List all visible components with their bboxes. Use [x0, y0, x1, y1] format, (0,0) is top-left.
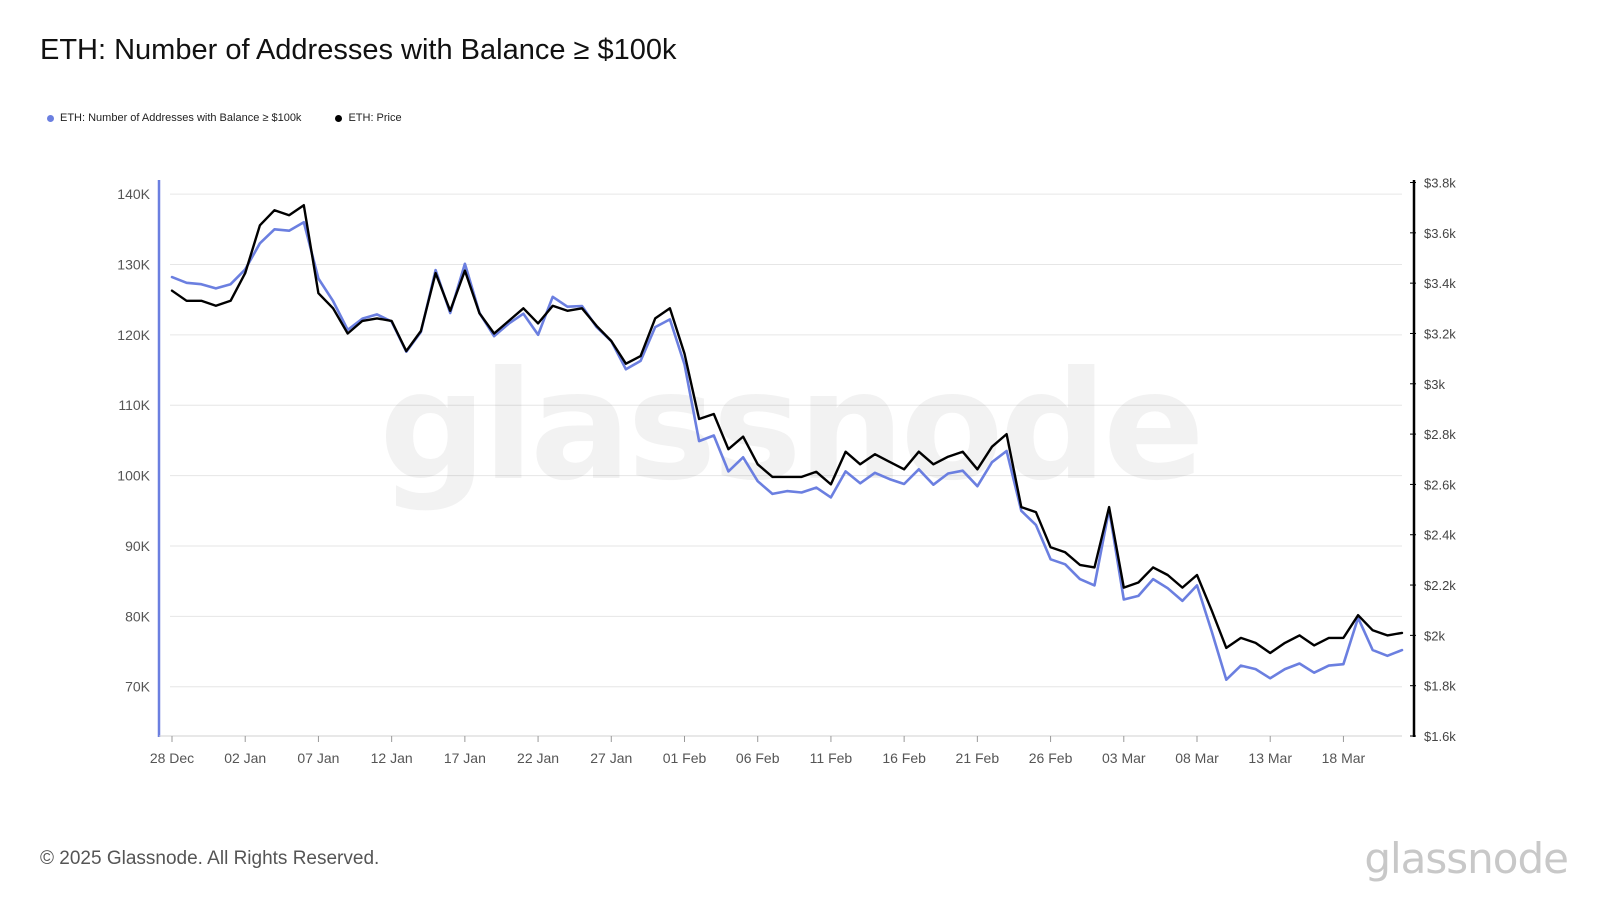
right-axis-ticks: $1.6k $1.8k $2k $2.2k $2.4k $2.6k $2.8k $3k $3.2…: [1410, 176, 1456, 744]
legend-item-price[interactable]: ETH: Price: [335, 112, 402, 124]
x-tick-label: 02 Jan: [224, 750, 266, 766]
series-group: [170, 203, 1404, 682]
x-tick-label: 18 Mar: [1322, 750, 1366, 766]
axes: [157, 180, 1416, 737]
x-tick-label: 21 Feb: [956, 750, 1000, 766]
legend-dot-addresses: [47, 114, 54, 122]
legend-label-addresses: ETH: Number of Addresses with Balance ≥ …: [60, 112, 302, 124]
x-tick-label: 01 Feb: [663, 750, 707, 766]
left-tick-label: 110K: [118, 397, 150, 413]
left-tick-label: 120K: [117, 327, 150, 343]
series-line-price: [170, 203, 1404, 655]
x-tick-label: 12 Jan: [371, 750, 413, 766]
left-tick-label: 70K: [125, 679, 151, 695]
right-tick-label: $1.6k: [1424, 729, 1456, 744]
right-tick-label: $2.8k: [1424, 427, 1456, 442]
x-tick-label: 17 Jan: [444, 750, 486, 766]
chart-title: ETH: Number of Addresses with Balance ≥ …: [40, 34, 677, 66]
right-tick-label: $2k: [1424, 628, 1445, 643]
x-tick-label: 08 Mar: [1175, 750, 1219, 766]
x-axis-ticks: 28 Dec 02 Jan 07 Jan 12 Jan 17 Jan 22 Jan 27 J…: [150, 736, 1366, 766]
x-tick-label: 11 Feb: [810, 750, 853, 766]
right-tick-label: $3k: [1424, 377, 1445, 392]
right-tick-label: $1.8k: [1424, 679, 1456, 694]
legend-dot-price: [335, 114, 343, 122]
left-tick-label: 80K: [125, 608, 151, 624]
grid-lines: [170, 193, 1402, 688]
watermark: glassnode: [379, 340, 1201, 514]
left-axis-ticks: 70K 80K 90K 100K 110K 120K 130K 140K: [117, 186, 150, 695]
right-tick-label: $2.4k: [1424, 528, 1456, 543]
x-tick-label: 26 Feb: [1029, 750, 1073, 766]
legend-item-addresses[interactable]: ETH: Number of Addresses with Balance ≥ …: [47, 112, 301, 124]
right-tick-label: $3.4k: [1424, 276, 1456, 291]
legend-label-price: ETH: Price: [348, 112, 402, 124]
left-tick-label: 130K: [117, 256, 150, 272]
right-tick-label: $2.2k: [1424, 578, 1456, 593]
x-tick-label: 07 Jan: [297, 750, 339, 766]
brand-logo: glassnode: [1364, 834, 1568, 883]
x-tick-label: 03 Mar: [1102, 750, 1146, 766]
copyright-footer: © 2025 Glassnode. All Rights Reserved.: [40, 848, 380, 869]
x-tick-label: 06 Feb: [736, 750, 780, 766]
right-tick-label: $2.6k: [1424, 477, 1456, 492]
left-tick-label: 140K: [117, 186, 150, 202]
x-tick-label: 22 Jan: [517, 750, 559, 766]
right-tick-label: $3.8k: [1424, 176, 1456, 191]
x-tick-label: 27 Jan: [590, 750, 632, 766]
series-line-addresses: [170, 220, 1404, 682]
x-tick-label: 28 Dec: [150, 750, 194, 766]
x-tick-label: 13 Mar: [1248, 750, 1292, 766]
right-tick-label: $3.6k: [1424, 226, 1456, 241]
right-tick-label: $3.2k: [1424, 326, 1456, 341]
legend: ETH: Number of Addresses with Balance ≥ …: [47, 112, 402, 124]
left-tick-label: 90K: [125, 538, 151, 554]
x-tick-label: 16 Feb: [882, 750, 926, 766]
left-tick-label: 100K: [117, 468, 150, 484]
